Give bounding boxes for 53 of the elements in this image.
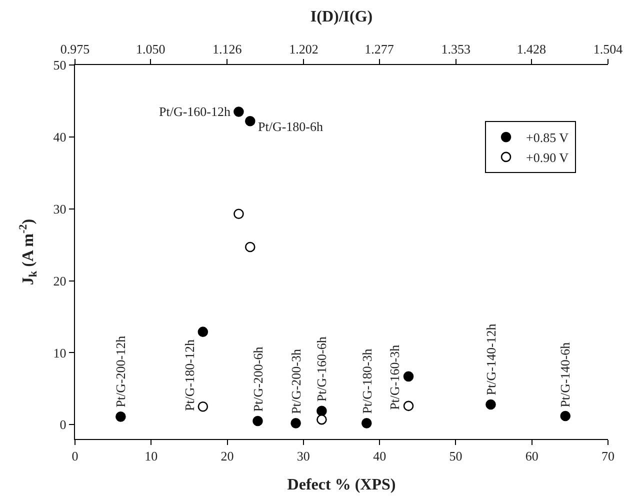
x-tick-label: 70 [602,448,614,464]
x-axis-title: Defect % (XPS) [287,476,396,494]
annotation: Pt/G-200-3h [288,348,304,414]
x-tick-label: 0 [72,448,78,464]
point [361,418,372,428]
x-tick-label: 40 [373,448,386,464]
point [234,106,244,117]
point [290,418,301,428]
point [316,414,327,425]
y-tick-label: 20 [53,273,66,288]
annotation: Pt/G-200-6h [250,346,266,412]
y-tick-label: 10 [53,345,66,360]
annotation: Pt/G-160-3h [387,344,402,410]
x-tick-label: 60 [525,448,538,464]
point [486,399,496,410]
x-tick-label: 50 [449,448,462,464]
point [403,400,414,412]
point [116,412,126,422]
y-tick-label: 30 [53,201,66,216]
annotation: Pt/G-140-12h [483,323,498,396]
point [316,406,327,416]
annotation: Pt/G-160-6h [314,336,329,402]
y-tick-label: 0 [60,417,66,432]
x2-tick-label: 1.277 [364,42,394,57]
legend-label: +0.85 V [526,130,570,146]
x2-tick-label: 1.202 [289,42,318,57]
x-tick-label: 30 [296,448,310,464]
annotation: Pt/G-180-12h [182,339,197,412]
point [234,208,244,220]
annotation: Pt/G-140-6h [557,342,572,408]
annotation: Pt/G-180-6h [258,119,324,134]
x-tick-label: 20 [220,448,234,464]
annotation: Pt/G-180-3h [359,348,374,414]
point [560,410,571,422]
point [252,416,263,426]
point [198,326,208,337]
x2-tick-label: 1.504 [593,42,624,57]
x2-tick-label: 0.975 [60,42,90,57]
point [244,242,256,252]
annotation: Pt/G-200-12h [112,335,128,408]
x-tick-label: 10 [144,448,158,464]
point [403,371,414,382]
y-tick-label: 50 [53,58,66,73]
x2-axis-title: I(D)/I(G) [310,8,373,26]
x2-tick-label: 1.050 [136,42,166,57]
x2-tick-label: 1.353 [441,42,470,57]
legend-label: +0.90 V [526,150,570,166]
point [198,401,208,412]
x2-tick-label: 1.428 [516,42,546,57]
x2-tick-label: 1.126 [212,42,242,57]
annotation: Pt/G-160-12h [159,104,231,119]
y-tick-label: 40 [53,129,66,144]
point [244,116,256,126]
